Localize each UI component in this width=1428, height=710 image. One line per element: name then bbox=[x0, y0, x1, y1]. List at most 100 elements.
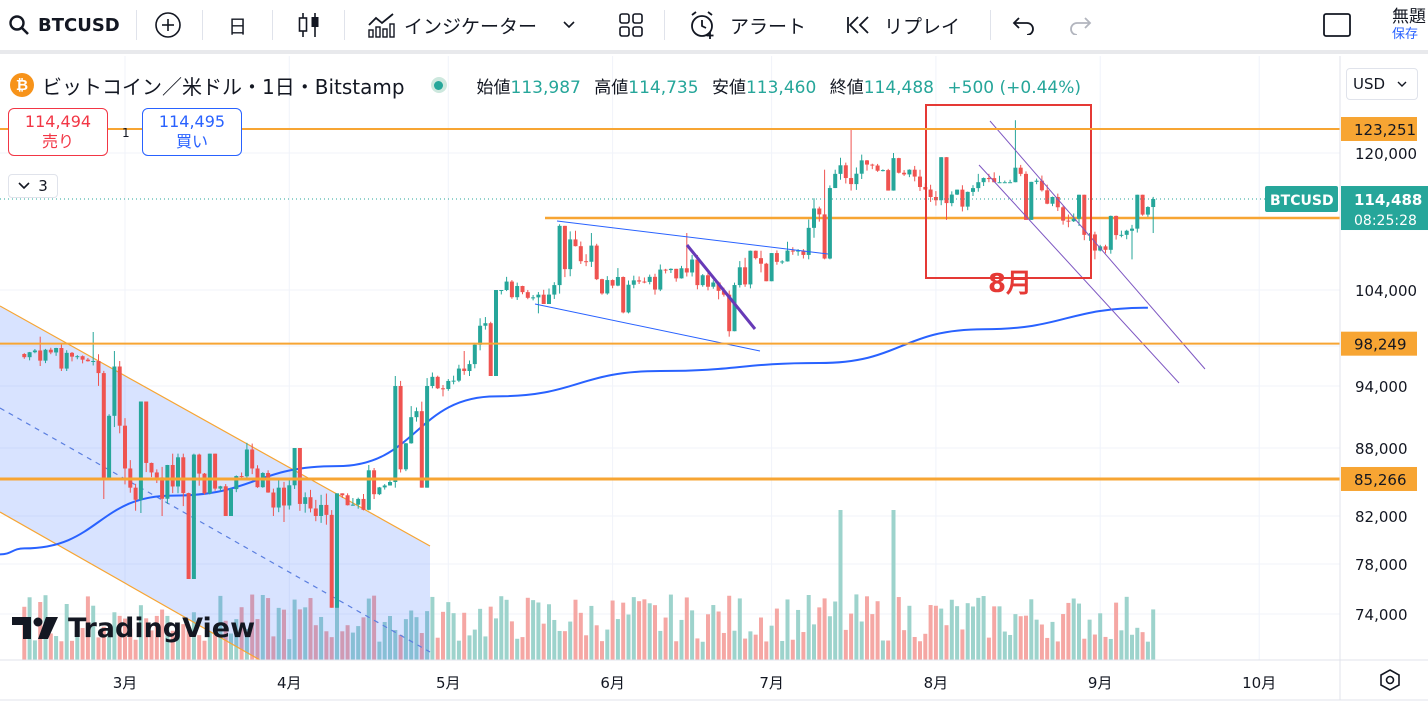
undo-button[interactable] bbox=[1012, 0, 1036, 50]
volume-bar bbox=[1103, 636, 1108, 660]
volume-bar bbox=[218, 595, 223, 660]
candle bbox=[1061, 205, 1066, 225]
candle bbox=[732, 282, 737, 332]
candle bbox=[949, 191, 954, 207]
volume-bar bbox=[679, 619, 684, 660]
indicators-button[interactable]: インジケーター bbox=[366, 0, 575, 50]
chart-settings-button[interactable] bbox=[1378, 668, 1402, 696]
volume-bar bbox=[75, 619, 80, 660]
chart-type-button[interactable] bbox=[296, 0, 322, 50]
last-price-label: 114,488 bbox=[1354, 191, 1422, 209]
alert-button[interactable]: アラート bbox=[688, 0, 806, 50]
volume-bar bbox=[335, 600, 339, 660]
volume-bar bbox=[944, 625, 949, 660]
candle bbox=[509, 280, 514, 299]
candle bbox=[997, 175, 1002, 184]
legend-title[interactable]: ビットコイン／米ドル・1日・Bitstamp bbox=[42, 74, 405, 99]
time-tick: 4月 bbox=[277, 674, 302, 692]
candle bbox=[398, 380, 403, 473]
candle bbox=[409, 406, 414, 444]
drawing-layer bbox=[0, 216, 1340, 661]
candle bbox=[971, 185, 975, 197]
candle bbox=[456, 364, 461, 383]
change-value: +500 (+0.44%) bbox=[947, 77, 1082, 98]
layouts-button[interactable] bbox=[618, 0, 644, 50]
sell-button[interactable]: 114,494 売り bbox=[8, 108, 108, 156]
candle bbox=[70, 352, 74, 362]
volume-bar bbox=[340, 631, 345, 660]
candle bbox=[165, 464, 170, 504]
time-tick: 6月 bbox=[600, 674, 625, 692]
volume-bar bbox=[843, 629, 848, 660]
candle bbox=[626, 280, 631, 314]
symbol-search[interactable]: BTCUSD bbox=[8, 0, 120, 50]
volume-bar bbox=[138, 605, 143, 660]
candle bbox=[149, 462, 154, 478]
price-tick: 88,000 bbox=[1355, 440, 1408, 458]
candle bbox=[117, 361, 122, 434]
candle bbox=[48, 347, 53, 355]
volume-bar bbox=[584, 635, 589, 660]
candle bbox=[75, 355, 80, 360]
down-channel-lower bbox=[978, 164, 1180, 384]
layout-save-area[interactable]: 無題 保存 bbox=[1392, 0, 1426, 50]
candle bbox=[32, 349, 37, 354]
candle bbox=[1124, 229, 1129, 240]
volume-bar bbox=[520, 637, 525, 660]
candle bbox=[1055, 193, 1060, 211]
volume-bar bbox=[319, 616, 324, 660]
candle bbox=[849, 129, 854, 191]
fullscreen-button[interactable] bbox=[1322, 0, 1352, 50]
volume-bar bbox=[266, 598, 271, 660]
symbol-tag bbox=[1265, 186, 1338, 213]
volume-bar bbox=[737, 598, 742, 660]
volume-bar bbox=[504, 599, 509, 660]
candle bbox=[944, 157, 949, 220]
candle bbox=[753, 250, 758, 260]
replay-button[interactable]: リプレイ bbox=[846, 0, 960, 50]
chart-legend: ₿ ビットコイン／米ドル・1日・Bitstamp 始値113,987 高値114… bbox=[10, 68, 1089, 102]
chevron-down-icon bbox=[18, 182, 30, 190]
candle bbox=[653, 273, 657, 295]
volume-bar bbox=[817, 607, 822, 660]
chevron-down-icon bbox=[1397, 81, 1407, 87]
candle bbox=[112, 351, 117, 428]
volume-bar bbox=[631, 597, 636, 660]
candle bbox=[170, 453, 175, 494]
candlestick-icon bbox=[298, 13, 319, 37]
volume-bar bbox=[780, 640, 785, 660]
candle bbox=[1013, 120, 1018, 183]
buy-button[interactable]: 114,495 買い bbox=[142, 108, 242, 156]
save-link[interactable]: 保存 bbox=[1392, 27, 1419, 42]
candle bbox=[22, 353, 27, 359]
market-status-icon[interactable] bbox=[430, 77, 447, 93]
volume-bar bbox=[165, 615, 170, 660]
interval-button[interactable]: 日 bbox=[228, 0, 247, 50]
volume-bar bbox=[976, 597, 981, 660]
symbol-name: BTCUSD bbox=[38, 14, 120, 36]
toolbar-divider bbox=[202, 10, 203, 40]
candle bbox=[377, 486, 382, 496]
candle bbox=[748, 250, 753, 289]
volume-bar bbox=[647, 603, 652, 660]
symbol-tag-label: BTCUSD bbox=[1270, 193, 1334, 209]
candle bbox=[366, 465, 371, 511]
volume-bar bbox=[865, 596, 869, 660]
currency-select[interactable]: USD bbox=[1346, 68, 1418, 100]
compare-button[interactable] bbox=[154, 0, 182, 50]
price-tick: 78,000 bbox=[1355, 556, 1408, 574]
candle bbox=[647, 274, 652, 285]
redo-button[interactable] bbox=[1068, 0, 1092, 50]
candle bbox=[806, 219, 811, 260]
indicators-collapse-button[interactable]: 3 bbox=[8, 174, 58, 198]
plus-circle-icon bbox=[155, 12, 181, 38]
volume-bar bbox=[85, 596, 90, 660]
volume-bar bbox=[552, 619, 557, 660]
candle bbox=[504, 276, 509, 292]
candle bbox=[631, 275, 636, 289]
candle bbox=[674, 268, 679, 282]
candle bbox=[531, 295, 536, 301]
candle bbox=[992, 172, 997, 183]
candle bbox=[668, 268, 673, 274]
